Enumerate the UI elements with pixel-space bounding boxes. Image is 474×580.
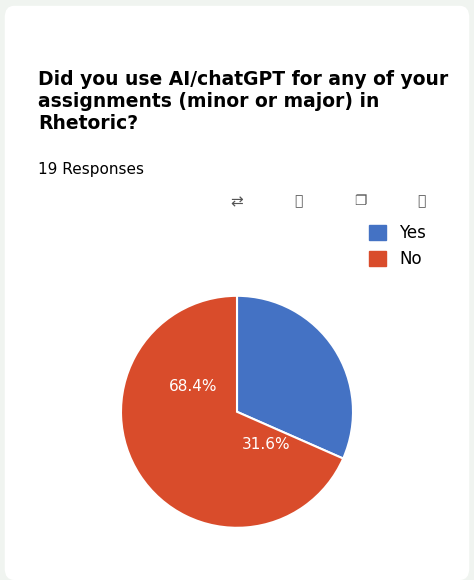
Text: 💾: 💾 — [294, 194, 303, 208]
Text: ❐: ❐ — [354, 194, 366, 208]
Text: Did you use AI/chatGPT for any of your
assignments (minor or major) in
Rhetoric?: Did you use AI/chatGPT for any of your a… — [38, 70, 448, 133]
Text: 68.4%: 68.4% — [169, 379, 217, 394]
Wedge shape — [121, 296, 343, 528]
Text: ⇄: ⇄ — [231, 194, 243, 209]
Text: ⤢: ⤢ — [418, 194, 426, 208]
Text: 19 Responses: 19 Responses — [38, 162, 144, 177]
Text: 31.6%: 31.6% — [242, 437, 290, 452]
Legend: Yes, No: Yes, No — [362, 217, 432, 275]
Wedge shape — [237, 296, 353, 459]
